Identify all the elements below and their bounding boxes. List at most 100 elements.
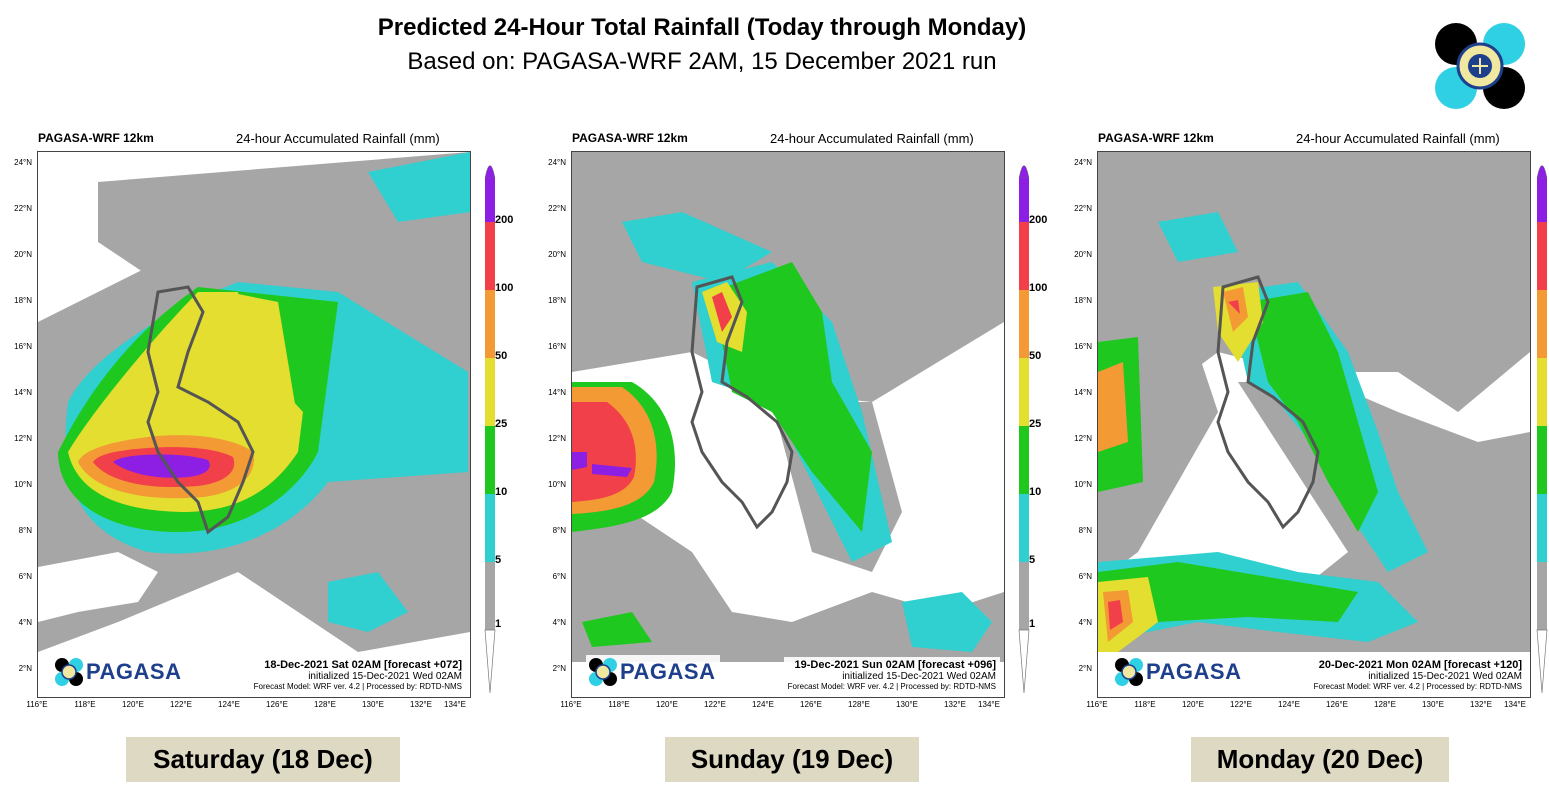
lat-label: 2°N bbox=[18, 664, 32, 673]
rainfall-map: PAGASA 19-Dec-2021 Sun 02AM [forecast +0… bbox=[571, 151, 1005, 698]
lat-label: 22°N bbox=[1074, 204, 1092, 213]
colorbar-label: 10 bbox=[1029, 486, 1042, 498]
pagasa-logo-icon bbox=[55, 658, 83, 686]
lat-label: 8°N bbox=[552, 526, 566, 535]
colorbar-label: 1 bbox=[495, 618, 502, 630]
colorbar bbox=[1536, 165, 1548, 694]
pagasa-brand: PAGASA bbox=[1112, 655, 1246, 689]
lat-label: 16°N bbox=[548, 342, 566, 351]
lon-label: 118°E bbox=[608, 700, 630, 709]
valid-time: 18-Dec-2021 Sat 02AM [forecast +072] bbox=[264, 659, 462, 671]
init-time: initialized 15-Dec-2021 Wed 02AM bbox=[1368, 671, 1522, 682]
brand-text: PAGASA bbox=[86, 659, 182, 684]
colorbar-label: 50 bbox=[1029, 350, 1042, 362]
forecast-info: 19-Dec-2021 Sun 02AM [forecast +096] ini… bbox=[783, 657, 1000, 693]
lon-label: 130°E bbox=[362, 700, 384, 709]
lon-label: 128°E bbox=[848, 700, 870, 709]
lon-label: 122°E bbox=[170, 700, 192, 709]
init-time: initialized 15-Dec-2021 Wed 02AM bbox=[308, 671, 462, 682]
colorbar-label: 25 bbox=[1029, 418, 1042, 430]
lat-label: 18°N bbox=[548, 296, 566, 305]
colorbar-label: 1 bbox=[1029, 618, 1036, 630]
lat-label: 14°N bbox=[14, 388, 32, 397]
variable-label: 24-hour Accumulated Rainfall (mm) bbox=[236, 131, 440, 146]
page-subtitle: Based on: PAGASA-WRF 2AM, 15 December 20… bbox=[407, 48, 997, 75]
rainfall-field bbox=[38, 152, 470, 652]
model-credit: Forecast Model: WRF ver. 4.2 | Processed… bbox=[787, 682, 996, 691]
lon-label: 132°E bbox=[410, 700, 432, 709]
pagasa-brand: PAGASA bbox=[52, 655, 186, 689]
lon-label: 132°E bbox=[1470, 700, 1492, 709]
brand-text: PAGASA bbox=[620, 659, 716, 684]
lon-label: 116°E bbox=[1086, 700, 1108, 709]
lat-label: 20°N bbox=[14, 250, 32, 259]
lat-label: 6°N bbox=[552, 572, 566, 581]
page-title: Predicted 24-Hour Total Rainfall (Today … bbox=[377, 14, 1027, 41]
lat-label: 12°N bbox=[14, 434, 32, 443]
rainfall-field bbox=[1098, 152, 1530, 652]
lat-label: 24°N bbox=[14, 158, 32, 167]
pagasa-seal-logo bbox=[1435, 23, 1525, 109]
lon-label: 130°E bbox=[896, 700, 918, 709]
lat-label: 16°N bbox=[1074, 342, 1092, 351]
model-label: PAGASA-WRF 12km bbox=[38, 131, 154, 145]
valid-time: 19-Dec-2021 Sun 02AM [forecast +096] bbox=[794, 659, 996, 671]
lon-label: 130°E bbox=[1422, 700, 1444, 709]
lon-label: 134°E bbox=[1504, 700, 1526, 709]
lat-label: 8°N bbox=[1078, 526, 1092, 535]
lon-label: 134°E bbox=[978, 700, 1000, 709]
colorbar-label: 5 bbox=[1029, 554, 1036, 566]
lon-label: 120°E bbox=[122, 700, 144, 709]
lat-label: 24°N bbox=[1074, 158, 1092, 167]
lat-label: 18°N bbox=[1074, 296, 1092, 305]
day-label-monday: Monday (20 Dec) bbox=[1191, 737, 1449, 782]
lon-label: 128°E bbox=[314, 700, 336, 709]
lat-label: 10°N bbox=[548, 480, 566, 489]
lat-label: 22°N bbox=[14, 204, 32, 213]
lon-label: 116°E bbox=[560, 700, 582, 709]
lon-label: 116°E bbox=[26, 700, 48, 709]
lat-label: 14°N bbox=[548, 388, 566, 397]
lon-label: 120°E bbox=[1182, 700, 1204, 709]
lon-label: 122°E bbox=[704, 700, 726, 709]
brand-text: PAGASA bbox=[1146, 659, 1242, 684]
lat-label: 16°N bbox=[14, 342, 32, 351]
colorbar-label: 25 bbox=[495, 418, 508, 430]
lon-label: 122°E bbox=[1230, 700, 1252, 709]
colorbar-label: 50 bbox=[495, 350, 508, 362]
rainfall-map: PAGASA 20-Dec-2021 Mon 02AM [forecast +1… bbox=[1097, 151, 1531, 698]
lat-label: 12°N bbox=[1074, 434, 1092, 443]
lat-label: 6°N bbox=[18, 572, 32, 581]
lat-label: 12°N bbox=[548, 434, 566, 443]
colorbar bbox=[1018, 165, 1030, 694]
forecast-panel-sunday: PAGASA-WRF 12km 24-hour Accumulated Rain… bbox=[534, 128, 1009, 718]
forecast-info: 18-Dec-2021 Sat 02AM [forecast +072] ini… bbox=[249, 657, 466, 693]
lat-label: 22°N bbox=[548, 204, 566, 213]
day-label-saturday: Saturday (18 Dec) bbox=[126, 737, 400, 782]
lat-label: 14°N bbox=[1074, 388, 1092, 397]
pagasa-brand: PAGASA bbox=[586, 655, 720, 689]
lon-label: 126°E bbox=[800, 700, 822, 709]
lat-label: 4°N bbox=[552, 618, 566, 627]
forecast-panel-monday: PAGASA-WRF 12km 24-hour Accumulated Rain… bbox=[1060, 128, 1535, 718]
model-label: PAGASA-WRF 12km bbox=[1098, 131, 1214, 145]
model-label: PAGASA-WRF 12km bbox=[572, 131, 688, 145]
lat-label: 2°N bbox=[552, 664, 566, 673]
lat-label: 8°N bbox=[18, 526, 32, 535]
variable-label: 24-hour Accumulated Rainfall (mm) bbox=[1296, 131, 1500, 146]
valid-time: 20-Dec-2021 Mon 02AM [forecast +120] bbox=[1318, 659, 1522, 671]
day-label-sunday: Sunday (19 Dec) bbox=[665, 737, 919, 782]
colorbar-label: 100 bbox=[1029, 282, 1048, 294]
lat-label: 20°N bbox=[548, 250, 566, 259]
lat-label: 2°N bbox=[1078, 664, 1092, 673]
colorbar-label: 200 bbox=[1029, 214, 1048, 226]
lon-label: 134°E bbox=[444, 700, 466, 709]
variable-label: 24-hour Accumulated Rainfall (mm) bbox=[770, 131, 974, 146]
lat-label: 10°N bbox=[1074, 480, 1092, 489]
lat-label: 4°N bbox=[18, 618, 32, 627]
colorbar-label: 200 bbox=[495, 214, 514, 226]
lon-label: 126°E bbox=[1326, 700, 1348, 709]
lon-label: 118°E bbox=[1134, 700, 1156, 709]
lon-label: 118°E bbox=[74, 700, 96, 709]
lat-label: 20°N bbox=[1074, 250, 1092, 259]
